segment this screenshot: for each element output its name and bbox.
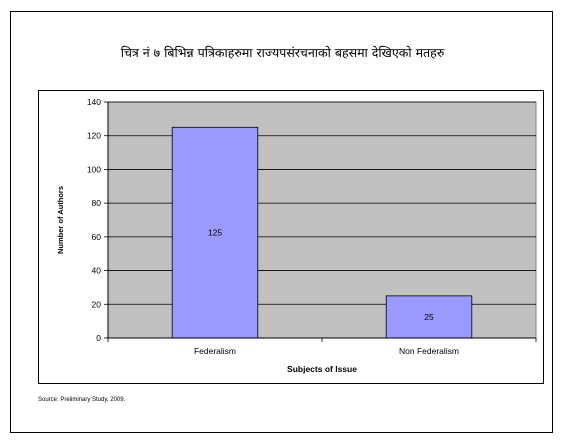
- slide-title: चित्र नं ७ बिभिन्न पत्रिकाहरुमा राज्यपसं…: [120, 45, 445, 60]
- bar-chart: 0 20 40 60 80 100 120 140 Federalism Non Federal…: [56, 97, 537, 374]
- y-axis-label: Number of Authors: [56, 186, 65, 254]
- x-tick-label: Federalism: [194, 346, 236, 356]
- data-label: 125: [208, 228, 222, 238]
- y-tick-labels: 0 20 40 60 80 100 120 140: [87, 97, 101, 343]
- y-tick-label: 100: [87, 164, 101, 174]
- x-axis-label: Subjects of Issue: [287, 364, 357, 374]
- bar-non-federalism: [385, 295, 473, 339]
- source-note: Source: Preliminary Study, 2009.: [38, 397, 126, 403]
- y-tick-label: 20: [92, 299, 102, 309]
- y-tick-label: 140: [87, 97, 101, 107]
- slide-frame: [10, 11, 553, 433]
- y-tick-label: 60: [92, 232, 102, 242]
- y-tick-label: 40: [92, 266, 102, 276]
- bars-group: [171, 126, 473, 339]
- data-label: 25: [424, 312, 434, 322]
- y-tick-label: 0: [96, 333, 101, 343]
- y-tick-label: 120: [87, 131, 101, 141]
- x-tick-label: Non Federalism: [399, 346, 459, 356]
- x-tick-labels: Federalism Non Federalism: [194, 346, 459, 356]
- y-tick-label: 80: [92, 198, 102, 208]
- data-labels: 125 25: [208, 228, 434, 322]
- bar-federalism: [171, 126, 259, 339]
- axes: [104, 101, 537, 342]
- chart-container: 0 20 40 60 80 100 120 140 Federalism Non Federal…: [38, 90, 544, 384]
